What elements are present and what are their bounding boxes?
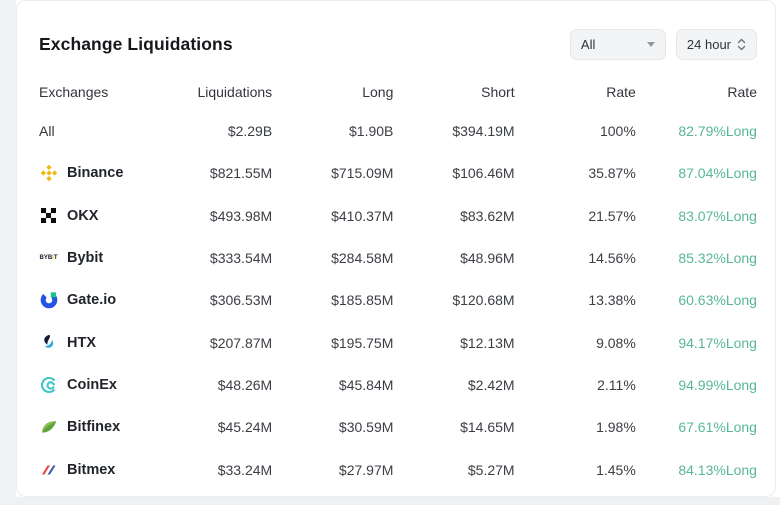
timeframe-dropdown[interactable]: 24 hour <box>675 29 757 60</box>
rate-long-value: 83.07%Long <box>678 207 757 224</box>
short-value: $48.96M <box>460 250 515 267</box>
exchange-name: CoinEx <box>67 376 117 393</box>
chevron-updown-icon <box>737 38 746 51</box>
long-value: $715.09M <box>331 165 394 182</box>
liquidations-value: $45.24M <box>217 419 273 436</box>
table-row-bitmex[interactable]: Bitmex $33.24M $27.97M $5.27M 1.45% 84.1… <box>39 448 757 490</box>
exchange-name: All <box>39 123 55 140</box>
short-value: $120.68M <box>452 292 515 309</box>
rate-long-value: 84.13%Long <box>678 461 757 478</box>
exchange-name: Gate.io <box>67 292 117 309</box>
short-value: $5.27M <box>467 461 515 478</box>
liquidations-value: $333.54M <box>209 250 273 267</box>
exchange-name: OKX <box>67 207 99 224</box>
card-header: Exchange Liquidations All 24 hour <box>39 29 757 60</box>
short-value: $2.42M <box>467 376 515 393</box>
short-value: $83.62M <box>460 207 515 224</box>
long-value: $30.59M <box>338 419 394 436</box>
column-header-rate-long: Rate <box>727 84 757 100</box>
table-row-coinex[interactable]: CoinEx $48.26M $45.84M $2.42M 2.11% 94.9… <box>39 364 757 406</box>
rate-value: 100% <box>599 123 636 140</box>
liquidations-value: $33.24M <box>217 461 273 478</box>
table-row-all[interactable]: All $2.29B $1.90B $394.19M 100% 82.79%Lo… <box>39 110 757 152</box>
exchange-name: Bybit <box>67 250 104 267</box>
rate-value: 1.98% <box>596 419 636 436</box>
gateio-logo-icon <box>39 291 58 310</box>
liquidations-value: $821.55M <box>209 165 273 182</box>
okx-logo-icon <box>39 206 58 225</box>
binance-logo-icon <box>39 164 58 183</box>
filter-group: All 24 hour <box>569 29 757 60</box>
rate-long-value: 67.61%Long <box>678 419 757 436</box>
page-background-bottom <box>0 497 780 505</box>
table-header-row: Exchanges Liquidations Long Short Rate R… <box>39 74 757 110</box>
page-background-left <box>0 0 16 505</box>
table-row-okx[interactable]: OKX $493.98M $410.37M $83.62M 21.57% 83.… <box>39 195 757 237</box>
table-row-binance[interactable]: Binance $821.55M $715.09M $106.46M 35.87… <box>39 152 757 194</box>
rate-long-value: 85.32%Long <box>678 250 757 267</box>
htx-logo-icon <box>39 333 58 352</box>
caret-down-icon <box>646 42 655 47</box>
rate-long-value: 82.79%Long <box>678 123 757 140</box>
exchange-name: Bitmex <box>67 461 116 478</box>
column-header-rate: Rate <box>606 84 636 100</box>
table-row-gateio[interactable]: Gate.io $306.53M $185.85M $120.68M 13.38… <box>39 279 757 321</box>
timeframe-value: 24 hour <box>686 37 731 52</box>
long-value: $195.75M <box>331 334 394 351</box>
long-value: $284.58M <box>331 250 394 267</box>
column-header-long: Long <box>362 84 394 100</box>
column-header-liquidations: Liquidations <box>197 84 273 100</box>
column-header-exchanges: Exchanges <box>39 84 109 100</box>
table-row-htx[interactable]: HTX $207.87M $195.75M $12.13M 9.08% 94.1… <box>39 321 757 363</box>
table-row-bitfinex[interactable]: Bitfinex $45.24M $30.59M $14.65M 1.98% 6… <box>39 406 757 448</box>
rate-long-value: 94.17%Long <box>678 334 757 351</box>
long-value: $1.90B <box>349 123 394 140</box>
liquidations-value: $48.26M <box>217 376 273 393</box>
short-value: $12.13M <box>460 334 515 351</box>
short-value: $14.65M <box>460 419 515 436</box>
long-value: $45.84M <box>338 376 394 393</box>
coin-filter-value: All <box>580 37 596 52</box>
liquidations-value: $306.53M <box>209 292 273 309</box>
bybit-logo-icon: BYBIT <box>39 255 58 262</box>
rate-value: 2.11% <box>597 376 636 393</box>
rate-value: 21.57% <box>588 207 636 224</box>
bitfinex-logo-icon <box>39 418 58 437</box>
column-header-short: Short <box>481 84 515 100</box>
coinex-logo-icon <box>39 375 58 394</box>
coin-filter-dropdown[interactable]: All <box>569 29 666 60</box>
liquidations-value: $493.98M <box>209 207 273 224</box>
long-value: $185.85M <box>331 292 394 309</box>
exchange-name: HTX <box>67 334 96 351</box>
exchange-liquidations-card: Exchange Liquidations All 24 hour Exchan… <box>16 0 776 497</box>
short-value: $106.46M <box>452 165 515 182</box>
rate-long-value: 60.63%Long <box>678 292 757 309</box>
liquidations-table: Exchanges Liquidations Long Short Rate R… <box>39 74 757 491</box>
rate-long-value: 87.04%Long <box>678 165 757 182</box>
rate-value: 9.08% <box>596 334 636 351</box>
rate-value: 14.56% <box>588 250 636 267</box>
bitmex-logo-icon <box>39 460 58 479</box>
short-value: $394.19M <box>452 123 515 140</box>
long-value: $27.97M <box>338 461 394 478</box>
liquidations-value: $207.87M <box>209 334 273 351</box>
long-value: $410.37M <box>331 207 394 224</box>
table-row-bybit[interactable]: BYBIT Bybit $333.54M $284.58M $48.96M 14… <box>39 237 757 279</box>
rate-value: 35.87% <box>588 165 636 182</box>
exchange-name: Bitfinex <box>67 419 121 436</box>
rate-value: 1.45% <box>596 461 636 478</box>
liquidations-value: $2.29B <box>227 123 273 140</box>
exchange-name: Binance <box>67 165 124 182</box>
rate-value: 13.38% <box>588 292 636 309</box>
card-title: Exchange Liquidations <box>39 34 233 54</box>
rate-long-value: 94.99%Long <box>678 376 757 393</box>
